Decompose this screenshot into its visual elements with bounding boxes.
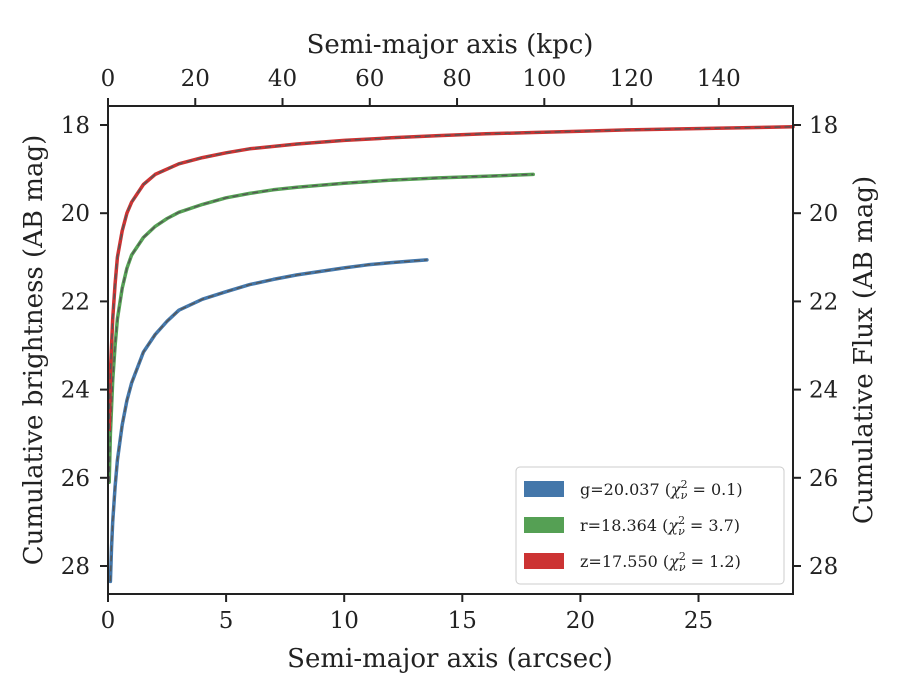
plot-lines: [107, 125, 795, 584]
y2-tick-label: 18: [809, 113, 838, 139]
y-tick-label: 24: [61, 378, 90, 404]
y-tick-label: 28: [61, 554, 90, 580]
x2-tick-label: 120: [610, 66, 654, 92]
x-axis-title: Semi-major axis (arcsec): [287, 644, 613, 674]
legend-entry: r=18.364 (χ2 ν = 3.7): [580, 514, 740, 538]
legend-entry: z=17.550 (χ2 ν = 1.2): [580, 550, 741, 574]
y-tick-label: 22: [61, 289, 90, 315]
plot-frame: [107, 105, 794, 595]
y2-axis-title: Cumulative Flux (AB mag): [849, 176, 879, 524]
x-axis-top-ticks: 0 20 40 60 80 100 120 140: [101, 66, 741, 106]
y-tick-label: 20: [61, 201, 90, 227]
x2-tick-label: 60: [355, 66, 384, 92]
y-axis-left-ticks: 18 20 22 24 26 28: [61, 113, 108, 580]
legend-box: [515, 466, 785, 585]
legend-entry: g=20.037 (χ2 ν = 0.1): [580, 478, 743, 502]
legend-swatch: [524, 517, 564, 533]
legend-swatch: [524, 553, 564, 569]
x-axis-bottom-ticks: 0 5 10 15 20 25: [101, 594, 713, 634]
y2-tick-label: 28: [809, 554, 838, 580]
x2-tick-label: 20: [181, 66, 210, 92]
x-tick-label: 5: [219, 608, 234, 634]
x-tick-label: 0: [101, 608, 116, 634]
y2-tick-label: 24: [809, 378, 838, 404]
y-tick-label: 26: [61, 466, 90, 492]
y2-tick-label: 22: [809, 289, 838, 315]
legend: g=20.037 (χ2 ν = 0.1) r=18.364 (χ2 ν = 3.7)…: [515, 466, 785, 585]
series-line: [107, 125, 795, 432]
y2-tick-label: 26: [809, 466, 838, 492]
y-axis-title: Cumulative brightness (AB mag): [19, 135, 49, 566]
x2-tick-label: 40: [268, 66, 297, 92]
series-model-dashed-line: [108, 173, 534, 483]
x2-axis-title: Semi-major axis (kpc): [307, 30, 594, 60]
x-tick-label: 25: [684, 608, 713, 634]
y-axis-right-ticks: 18 20 22 24 26 28: [793, 113, 838, 580]
y-tick-label: 18: [61, 113, 90, 139]
series-line: [108, 258, 429, 584]
y2-tick-label: 20: [809, 201, 838, 227]
x-tick-label: 10: [330, 608, 359, 634]
series-model-dashed-line: [109, 259, 427, 582]
x2-tick-label: 80: [442, 66, 471, 92]
x-tick-label: 15: [448, 608, 477, 634]
series-model-dashed-line: [108, 126, 794, 430]
x2-tick-label: 100: [522, 66, 566, 92]
series-line: [107, 172, 535, 484]
x-tick-label: 20: [566, 608, 595, 634]
x2-tick-label: 0: [101, 66, 116, 92]
x2-tick-label: 140: [697, 66, 741, 92]
legend-swatch: [524, 481, 564, 497]
